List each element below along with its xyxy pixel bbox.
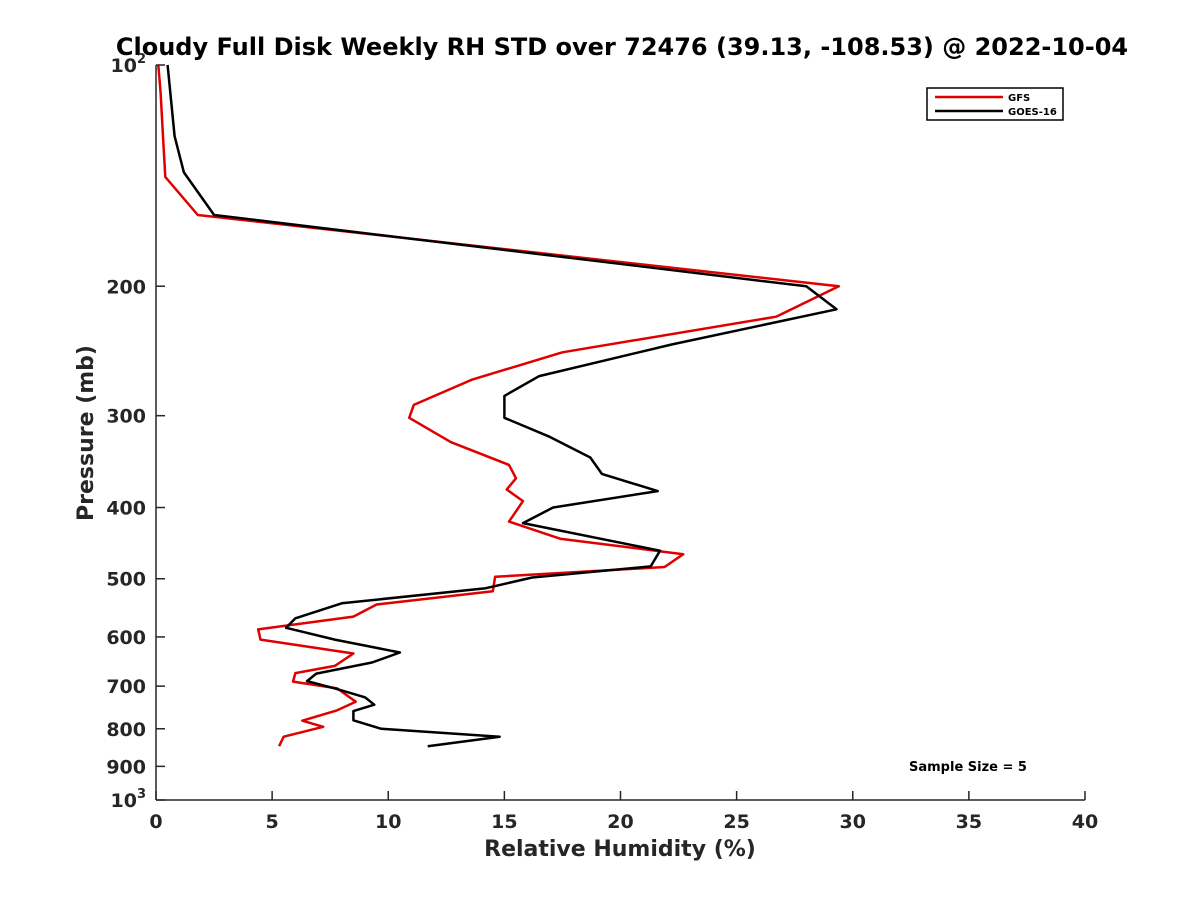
legend: GFS GOES-16 [926,87,1064,121]
legend-label-goes-16: GOES-16 [1008,107,1057,118]
y-tick-label: 800 [106,719,146,741]
x-tick-label: 35 [956,811,982,833]
y-axis-label: Pressure (mb) [74,345,99,521]
x-tick-label: 25 [723,811,749,833]
legend-box [926,87,1064,121]
plot-area [157,64,841,748]
legend-label-gfs: GFS [1008,93,1030,104]
y-tick-label: 900 [106,756,146,778]
x-tick-label: 0 [149,811,162,833]
series-line-goes-16 [166,64,838,748]
y-tick-label: 300 [106,406,146,428]
x-tick-label: 5 [266,811,279,833]
y-tick-label: 102 [111,52,147,77]
x-tick-label: 30 [840,811,866,833]
x-tick-label: 20 [607,811,633,833]
x-tick-label: 15 [491,811,517,833]
y-tick-label: 500 [106,569,146,591]
y-tick-label: 600 [106,627,146,649]
y-tick-label: 200 [106,276,146,298]
y-tick-label: 400 [106,498,146,520]
axes: 0 5 10 15 20 25 30 35 40 102 200 300 400 500 600 700 800… [106,52,1098,833]
x-axis-label: Relative Humidity (%) [484,837,756,862]
x-tick-label: 10 [375,811,401,833]
chart-title: Cloudy Full Disk Weekly RH STD over 7247… [116,33,1128,61]
sample-size-annotation: Sample Size = 5 [909,760,1027,775]
x-tick-label: 40 [1072,811,1098,833]
series-line-gfs [157,64,841,747]
y-tick-label: 103 [111,787,147,812]
y-tick-label: 700 [106,676,146,698]
